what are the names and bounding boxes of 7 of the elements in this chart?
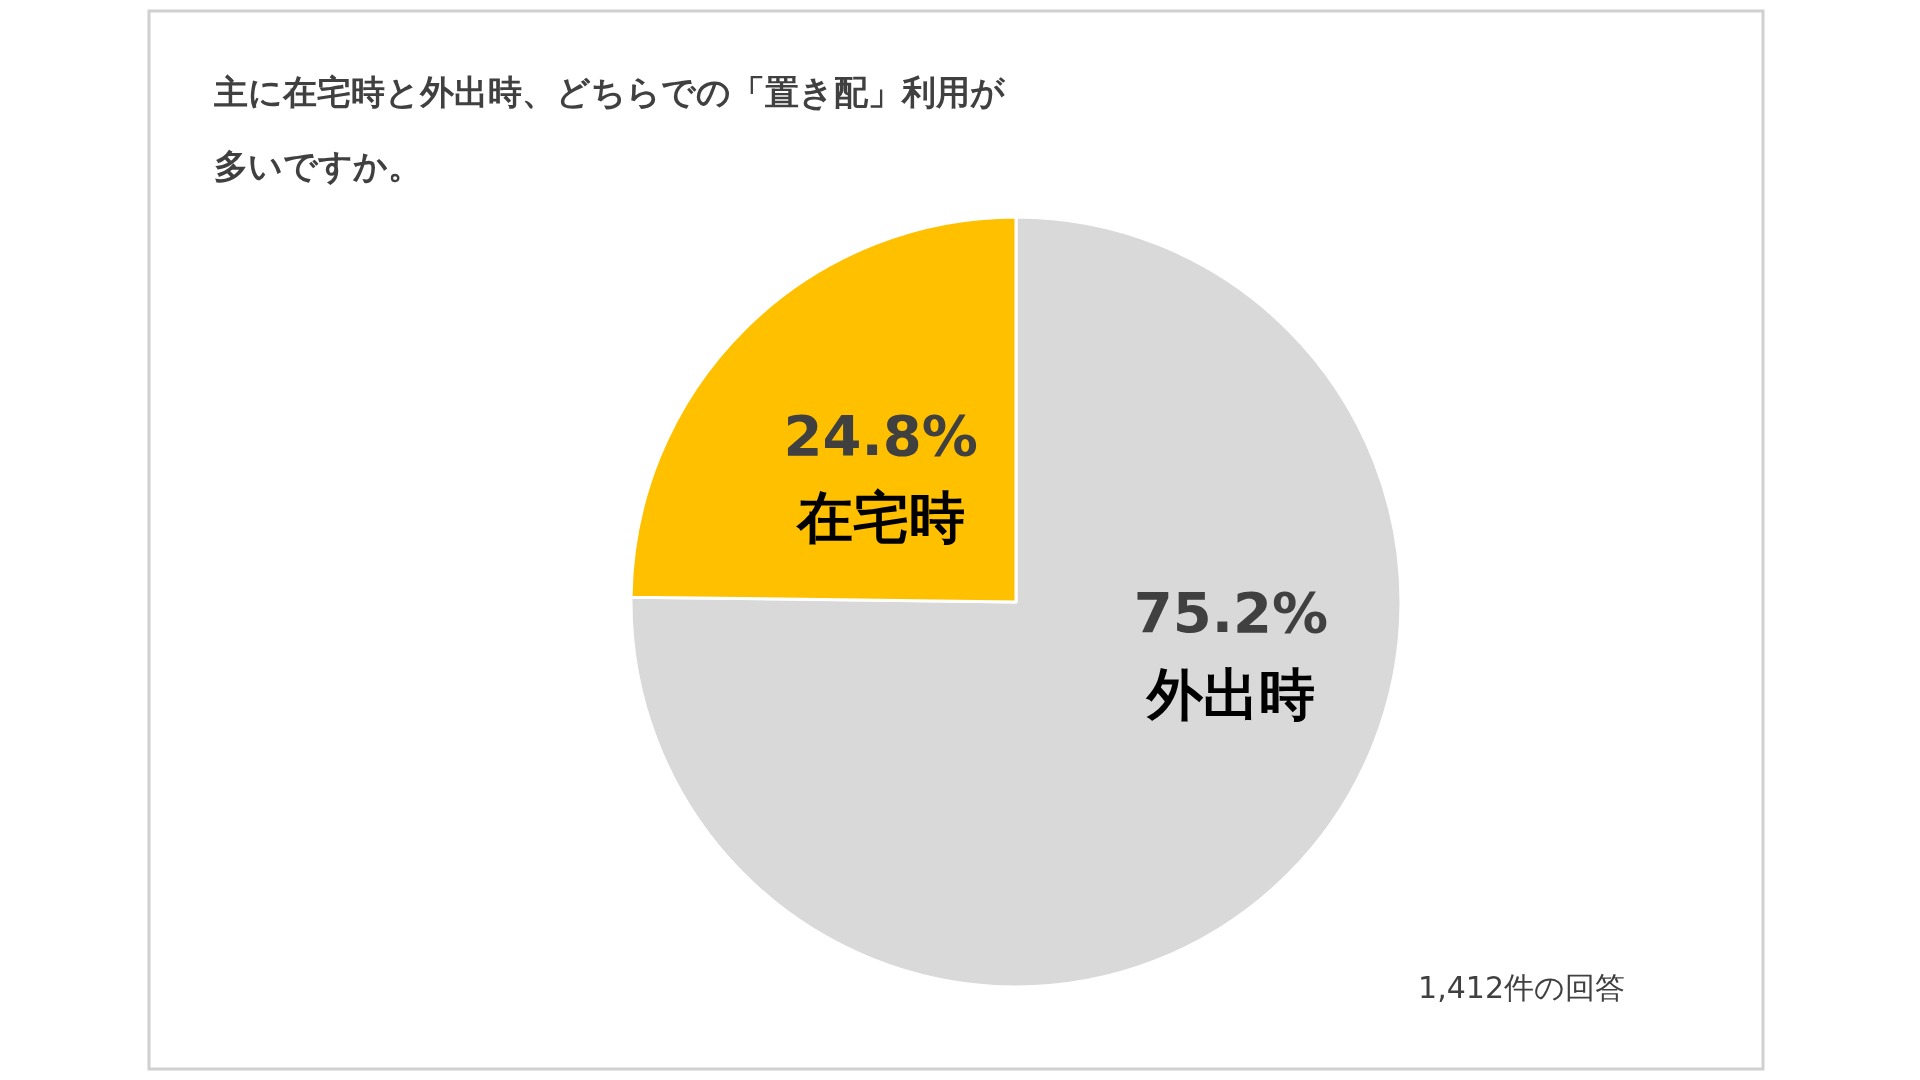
slice-label: 在宅時	[794, 485, 965, 551]
data-label: 24.8%	[783, 403, 978, 469]
pie-slice	[629, 215, 1403, 988]
slice-label: 外出時	[1145, 662, 1315, 727]
chart-title: 主に在宅時と外出時、どちらでの「置き配」利用が多いですか。	[213, 72, 1006, 186]
text: 1,412件の回答	[1418, 970, 1625, 1005]
data-label: 75.2%	[1133, 580, 1329, 645]
